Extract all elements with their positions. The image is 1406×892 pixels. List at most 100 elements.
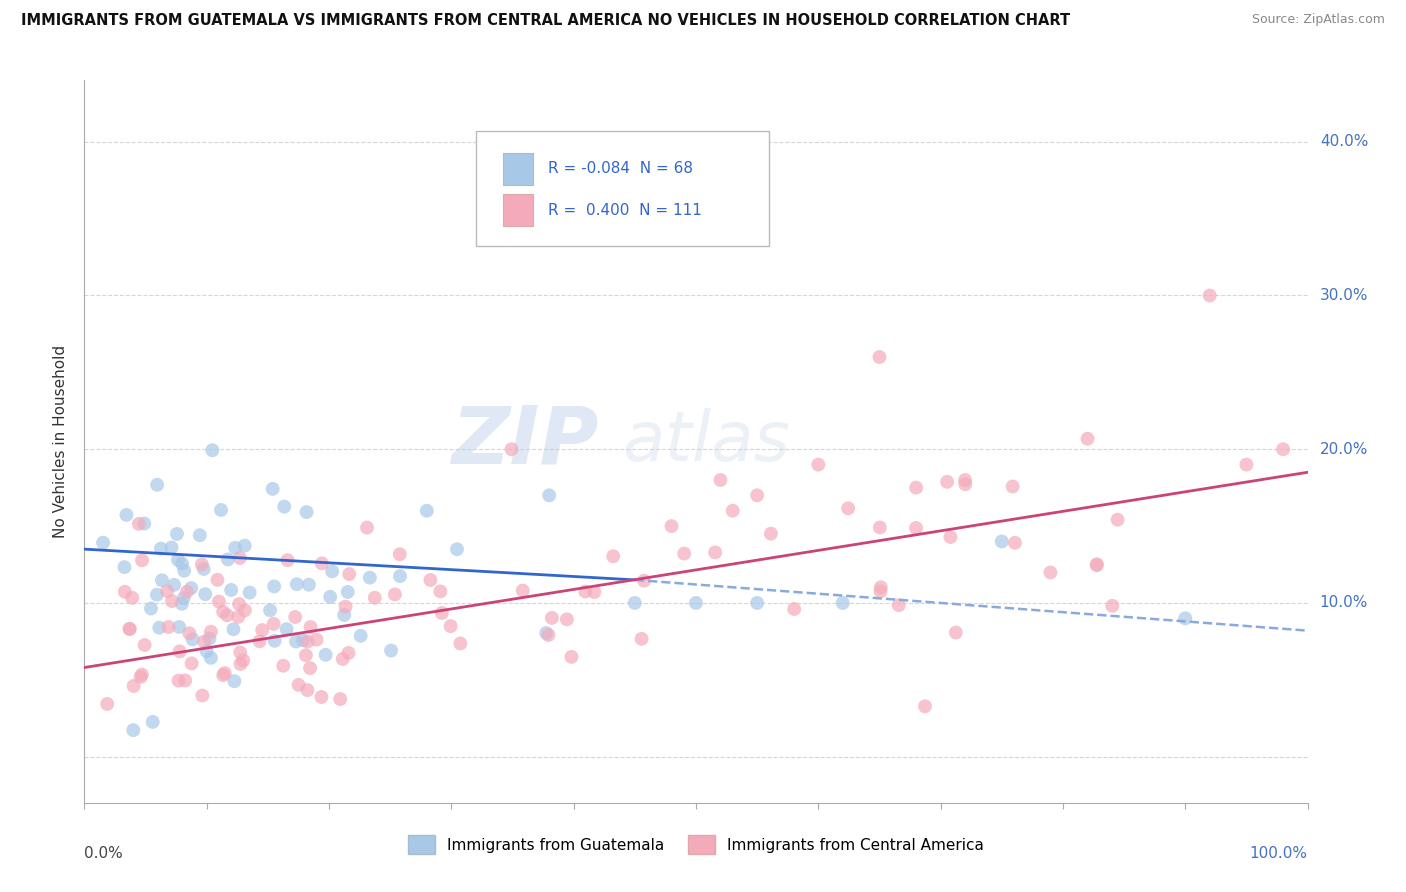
- Point: [262, 482, 284, 496]
- Point: [337, 646, 360, 660]
- Point: [1198, 288, 1220, 302]
- Point: [212, 668, 235, 682]
- Point: [173, 591, 195, 605]
- Point: [869, 580, 891, 594]
- Point: [430, 606, 453, 620]
- Point: [1085, 558, 1108, 573]
- Point: [232, 653, 254, 667]
- Point: [831, 596, 853, 610]
- Point: [198, 632, 221, 646]
- Point: [315, 648, 337, 662]
- Point: [416, 504, 439, 518]
- Point: [122, 723, 145, 738]
- Point: [869, 350, 891, 364]
- Point: [953, 473, 976, 487]
- Bar: [503, 194, 533, 227]
- Point: [273, 500, 295, 514]
- Point: [936, 475, 959, 489]
- Point: [129, 670, 152, 684]
- Point: [193, 562, 215, 576]
- Point: [869, 520, 891, 534]
- Point: [1039, 566, 1062, 580]
- Point: [160, 594, 183, 608]
- Point: [217, 552, 239, 566]
- Point: [181, 632, 204, 647]
- Point: [1236, 458, 1258, 472]
- Point: [297, 683, 319, 698]
- Point: [380, 643, 402, 657]
- Point: [188, 528, 211, 542]
- Point: [1085, 557, 1108, 571]
- Point: [217, 608, 239, 623]
- Point: [209, 503, 232, 517]
- Point: [139, 601, 162, 615]
- Point: [96, 697, 118, 711]
- Point: [259, 603, 281, 617]
- Point: [128, 516, 150, 531]
- Point: [537, 628, 560, 642]
- Point: [624, 596, 647, 610]
- Point: [229, 645, 252, 659]
- Point: [350, 629, 373, 643]
- Text: Source: ZipAtlas.com: Source: ZipAtlas.com: [1251, 13, 1385, 27]
- Point: [297, 634, 319, 648]
- Point: [201, 443, 224, 458]
- Point: [501, 442, 523, 457]
- Point: [208, 594, 231, 608]
- Point: [167, 620, 190, 634]
- Point: [149, 541, 172, 556]
- Point: [118, 622, 141, 636]
- Point: [191, 558, 214, 572]
- Point: [633, 574, 655, 588]
- Text: 10.0%: 10.0%: [1320, 596, 1368, 610]
- Point: [1174, 611, 1197, 625]
- Point: [226, 609, 249, 624]
- Point: [229, 551, 252, 566]
- Point: [295, 505, 318, 519]
- Point: [180, 657, 202, 671]
- Point: [122, 679, 145, 693]
- Point: [146, 588, 169, 602]
- Legend: Immigrants from Guatemala, Immigrants from Central America: Immigrants from Guatemala, Immigrants fr…: [402, 830, 990, 860]
- Point: [170, 597, 193, 611]
- Point: [180, 581, 202, 595]
- Point: [170, 557, 193, 571]
- Point: [200, 651, 222, 665]
- Point: [337, 567, 360, 582]
- Point: [229, 657, 252, 671]
- Point: [945, 625, 967, 640]
- Point: [295, 648, 318, 663]
- Point: [991, 534, 1014, 549]
- Point: [114, 584, 136, 599]
- Point: [602, 549, 624, 564]
- Point: [233, 603, 256, 617]
- Point: [228, 597, 250, 611]
- Point: [335, 599, 357, 614]
- Point: [1101, 599, 1123, 613]
- Point: [429, 584, 451, 599]
- Point: [299, 620, 322, 634]
- Text: ZIP: ZIP: [451, 402, 598, 481]
- Text: R = -0.084  N = 68: R = -0.084 N = 68: [548, 161, 693, 176]
- Point: [276, 622, 298, 636]
- Point: [704, 545, 727, 559]
- Point: [747, 596, 769, 610]
- Point: [173, 564, 195, 578]
- Point: [212, 605, 235, 619]
- Point: [759, 526, 782, 541]
- Point: [131, 553, 153, 567]
- Point: [134, 638, 156, 652]
- Point: [305, 632, 328, 647]
- Point: [1077, 432, 1099, 446]
- Point: [1004, 536, 1026, 550]
- Text: 40.0%: 40.0%: [1320, 135, 1368, 149]
- Point: [887, 598, 910, 612]
- Point: [200, 624, 222, 639]
- Point: [747, 488, 769, 502]
- Point: [142, 714, 165, 729]
- Point: [219, 582, 242, 597]
- Point: [285, 634, 308, 648]
- Point: [167, 553, 190, 567]
- Point: [336, 585, 359, 599]
- Point: [555, 612, 578, 626]
